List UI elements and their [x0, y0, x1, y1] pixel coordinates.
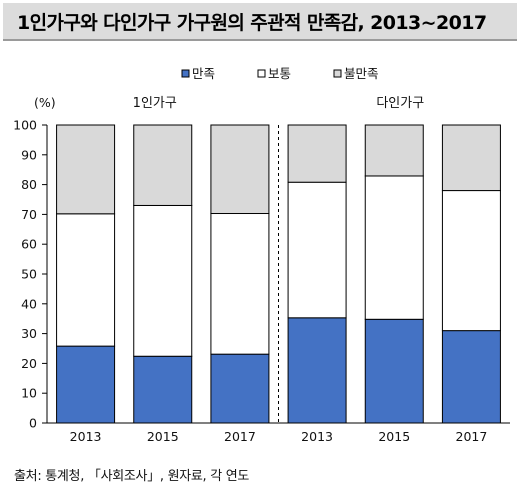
bar-5-보통 [364, 175, 424, 320]
bar-3-보통 [210, 213, 270, 355]
y-tick-label-0: 0 [29, 416, 37, 431]
bar-6-만족 [441, 330, 501, 424]
x-tick-label-2: 2015 [147, 429, 179, 444]
bar-5-불만족 [364, 124, 424, 177]
bar-1-보통 [56, 213, 116, 347]
bar-2-불만족 [133, 124, 193, 206]
legend-label-1: 만족 [192, 66, 215, 81]
bar-2-만족 [133, 355, 193, 424]
legend-swatch-3 [333, 69, 342, 78]
bar-6-불만족 [441, 124, 501, 192]
bar-2-보통 [133, 204, 193, 357]
y-tick-label-50: 50 [21, 267, 37, 282]
y-tick-label-60: 60 [21, 237, 37, 252]
y-tick-label-100: 100 [13, 118, 37, 133]
bar-1-불만족 [56, 124, 116, 215]
y-tick-label-80: 80 [21, 177, 37, 192]
bar-5-만족 [364, 318, 424, 424]
y-tick-label-30: 30 [21, 326, 37, 341]
legend-label-3: 불만족 [344, 66, 379, 81]
stacked-bar-chart: 만족 보통 불만족 (%) 0 10 20 30 40 50 60 70 80 90 100 2013 2015… [13, 66, 510, 444]
group-label-2: 다인가구 [376, 96, 424, 111]
bar-4-만족 [287, 317, 347, 424]
bar-6-보통 [441, 190, 501, 332]
chart-title: 1인가구와 다인가구 가구원의 주관적 만족감, 2013~2017 [17, 11, 487, 34]
title-band: 1인가구와 다인가구 가구원의 주관적 만족감, 2013~2017 [3, 3, 517, 41]
group-label-1: 1인가구 [133, 96, 177, 111]
y-tick-label-20: 20 [21, 356, 37, 371]
legend-swatch-2 [257, 69, 266, 78]
x-tick-label-6: 2017 [456, 429, 488, 444]
x-tick-label-4: 2013 [301, 429, 333, 444]
x-tick-label-5: 2015 [378, 429, 410, 444]
bar-4-보통 [287, 181, 347, 319]
source-note: 출처: 통계청, 「사회조사」, 원자료, 각 연도 [14, 469, 250, 484]
y-tick-label-90: 90 [21, 147, 37, 162]
y-tick-label-40: 40 [21, 296, 37, 311]
bar-4-불만족 [287, 124, 347, 183]
y-tick-label-70: 70 [21, 207, 37, 222]
x-tick-label-1: 2013 [70, 429, 102, 444]
legend-swatch-1 [181, 69, 190, 78]
bar-3-불만족 [210, 124, 270, 215]
legend-label-2: 보통 [268, 66, 291, 81]
bar-3-만족 [210, 353, 270, 424]
bar-1-만족 [56, 345, 116, 424]
x-tick-label-3: 2017 [224, 429, 256, 444]
y-unit-label: (%) [34, 95, 56, 110]
y-tick-label-10: 10 [21, 386, 37, 401]
